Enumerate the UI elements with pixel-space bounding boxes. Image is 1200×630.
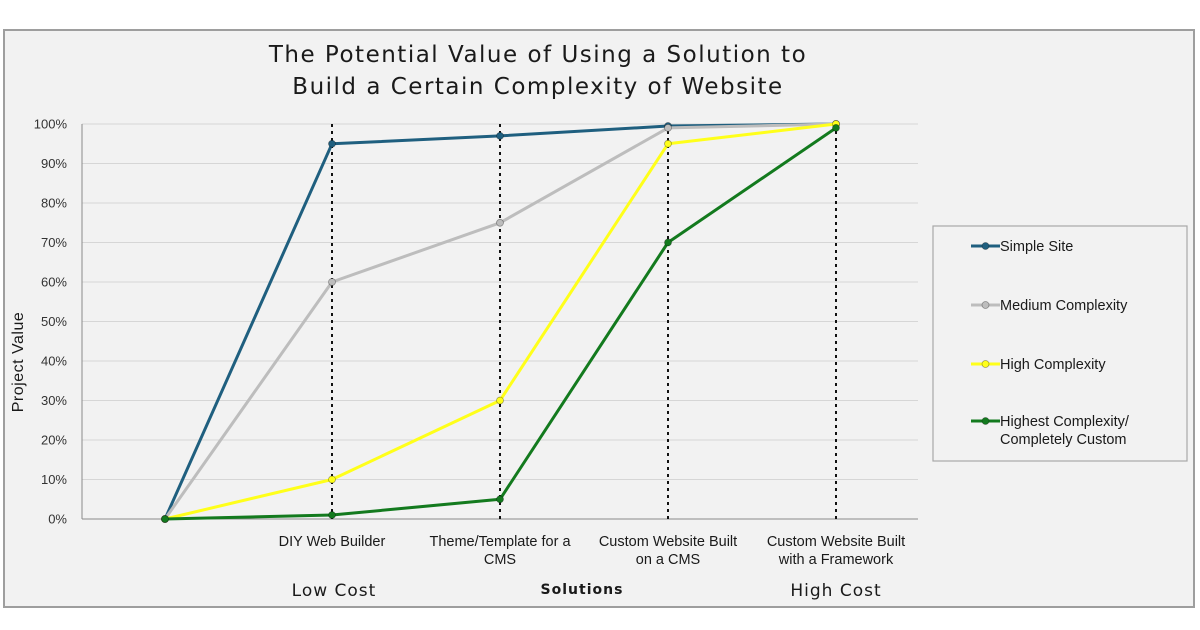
data-point bbox=[664, 139, 672, 148]
data-point bbox=[328, 475, 336, 484]
x-category-label: Custom Website Built bbox=[599, 534, 737, 550]
y-tick-label: 30% bbox=[41, 393, 67, 408]
legend-label: Completely Custom bbox=[1000, 432, 1127, 448]
data-point bbox=[328, 139, 336, 148]
x-axis-title: Solutions bbox=[541, 582, 624, 598]
y-tick-label: 50% bbox=[41, 314, 67, 329]
data-point bbox=[664, 124, 672, 132]
y-tick-label: 0% bbox=[48, 512, 67, 527]
data-point bbox=[832, 124, 840, 132]
legend-swatch-marker bbox=[981, 242, 990, 250]
x-category-label: Custom Website Built bbox=[767, 534, 905, 550]
high-cost-label: High Cost bbox=[790, 581, 881, 601]
legend-label: Medium Complexity bbox=[1000, 298, 1128, 314]
y-tick-label: 100% bbox=[34, 117, 68, 132]
y-axis-title: Project Value bbox=[10, 312, 27, 412]
y-tick-label: 40% bbox=[41, 354, 67, 369]
low-cost-label: Low Cost bbox=[292, 581, 377, 601]
data-point bbox=[496, 396, 504, 405]
data-point bbox=[664, 238, 672, 247]
x-category-label: with a Framework bbox=[778, 552, 894, 568]
data-point bbox=[496, 131, 504, 140]
x-category-label: Theme/Template for a bbox=[429, 534, 571, 550]
y-tick-label: 60% bbox=[41, 275, 67, 290]
legend-label: Simple Site bbox=[1000, 239, 1073, 255]
legend: Simple Site Medium Complexity High Complex… bbox=[932, 225, 1188, 462]
data-point bbox=[496, 495, 504, 504]
data-point bbox=[328, 278, 336, 286]
y-tick-label: 20% bbox=[41, 433, 67, 448]
category-dividers bbox=[331, 124, 837, 519]
legend-swatch-marker bbox=[981, 301, 990, 309]
x-category-label: on a CMS bbox=[636, 552, 700, 568]
y-tick-label: 10% bbox=[41, 472, 67, 487]
data-point bbox=[161, 515, 169, 523]
y-tick-label: 80% bbox=[41, 196, 67, 211]
chart-text: 0% 10% 20% 30% 40% 50% 60% 70% 80% 90% 100% The Pot… bbox=[10, 42, 905, 601]
y-tick-label: 70% bbox=[41, 235, 67, 250]
data-point bbox=[496, 218, 504, 227]
chart-title-line: The Potential Value of Using a Solution … bbox=[268, 42, 807, 68]
x-category-label: DIY Web Builder bbox=[279, 534, 386, 550]
legend-swatch-marker bbox=[981, 360, 990, 368]
data-point bbox=[328, 511, 336, 519]
legend-label: High Complexity bbox=[1000, 357, 1106, 373]
series-lines bbox=[161, 120, 840, 523]
y-tick-label: 90% bbox=[41, 156, 67, 171]
legend-label: Highest Complexity/ bbox=[1000, 414, 1130, 430]
chart-title-line: Build a Certain Complexity of Website bbox=[292, 74, 783, 100]
legend-swatch-marker bbox=[981, 417, 990, 425]
x-category-label: CMS bbox=[484, 552, 516, 568]
